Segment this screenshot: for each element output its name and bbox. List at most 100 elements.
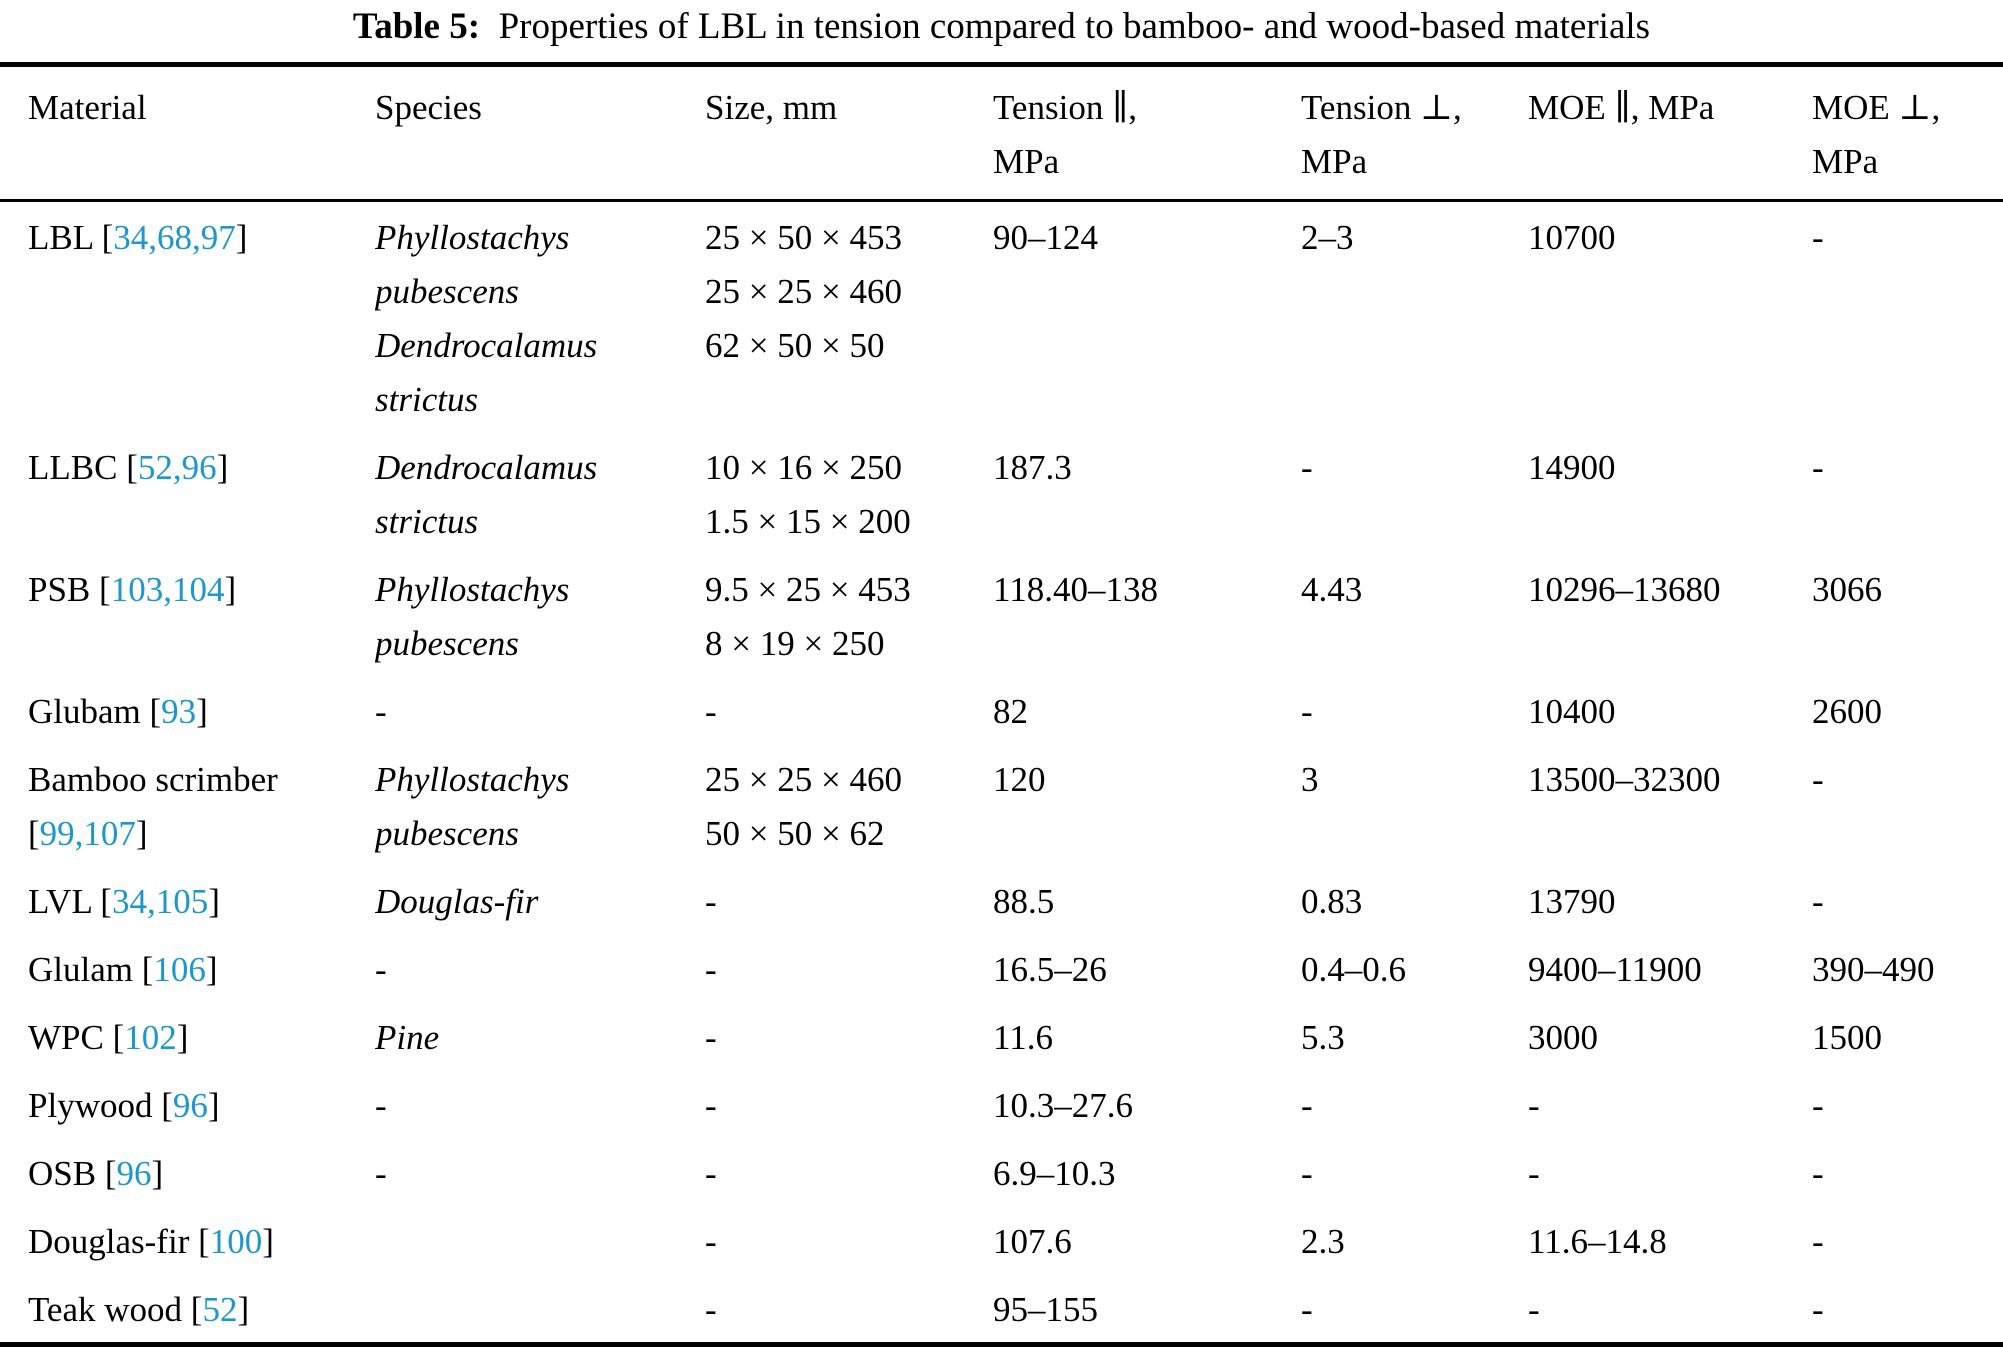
- cell-tension-perpendicular: -: [1301, 1290, 1313, 1329]
- citation-group: [34,105]: [100, 882, 220, 921]
- citation-bracket-open: [: [28, 814, 40, 853]
- cell-material: Teak wood [52]: [0, 1274, 375, 1345]
- cell-tension-parallel: 88.5: [993, 882, 1055, 921]
- cell-moe-parallel: -: [1528, 1154, 1540, 1193]
- cell-moe-parallel: -: [1528, 1086, 1540, 1125]
- cell-material: OSB [96]: [0, 1138, 375, 1206]
- citation-group: [106]: [142, 950, 218, 989]
- species-name: Phyllostachys pubescens: [375, 760, 570, 853]
- citation-link[interactable]: 34,68,97: [113, 218, 236, 257]
- species-name: Phyllostachys pubescens: [375, 570, 570, 663]
- cell-tension-parallel: 118.40–138: [993, 570, 1158, 609]
- properties-table: Material Species Size, mm Tension ∥, MPa…: [0, 62, 2003, 1347]
- cell-tension-parallel: 82: [993, 692, 1028, 731]
- citation-bracket-open: [: [161, 1086, 173, 1125]
- species-placeholder: -: [375, 692, 387, 731]
- table-row: LBL [34,68,97] Phyllostachys pubescens Den…: [0, 201, 2003, 433]
- citation-group: [96]: [105, 1154, 163, 1193]
- citation-link[interactable]: 96: [116, 1154, 152, 1193]
- cell-tension-perpendicular: -: [1301, 1086, 1313, 1125]
- col-header-tension-perpendicular: Tension ⊥, MPa: [1301, 64, 1528, 202]
- cell-moe-parallel: 10700: [1528, 218, 1616, 257]
- cell-size: -: [705, 676, 993, 744]
- table-row: OSB [96] - -6.9–10.3- - -: [0, 1138, 2003, 1206]
- material-name: LVL: [28, 882, 92, 921]
- citation-bracket-close: ]: [205, 950, 218, 989]
- table-body: LBL [34,68,97] Phyllostachys pubescens Den…: [0, 201, 2003, 1345]
- material-name: Glulam: [28, 950, 133, 989]
- cell-tension-perpendicular: 2.3: [1301, 1222, 1345, 1261]
- citation-link[interactable]: 96: [172, 1086, 208, 1125]
- citation-bracket-open: [: [198, 1222, 210, 1261]
- size-line: 8 × 19 × 250: [705, 624, 885, 663]
- species-placeholder: -: [375, 1086, 387, 1125]
- citation-group: [96]: [161, 1086, 219, 1125]
- cell-material: Glubam [93]: [0, 676, 375, 744]
- citation-link[interactable]: 52: [202, 1290, 238, 1329]
- cell-tension-parallel: 10.3–27.6: [993, 1086, 1133, 1125]
- cell-moe-perpendicular: -: [1812, 448, 1824, 487]
- citation-link[interactable]: 93: [161, 692, 197, 731]
- cell-moe-perpendicular: -: [1812, 1222, 1824, 1261]
- citation-link[interactable]: 106: [153, 950, 206, 989]
- table-row: PSB [103,104] Phyllostachys pubescens 9.5 …: [0, 554, 2003, 676]
- cell-material: WPC [102]: [0, 1002, 375, 1070]
- citation-link[interactable]: 102: [124, 1018, 177, 1057]
- table-row: Teak wood [52] - 95–155 - - -: [0, 1274, 2003, 1345]
- citation-link[interactable]: 52,96: [137, 448, 217, 487]
- citation-group: [52]: [191, 1290, 249, 1329]
- citation-bracket-close: ]: [235, 218, 248, 257]
- cell-tension-parallel: 90–124: [993, 218, 1098, 257]
- cell-tension-perpendicular: 5.3: [1301, 1018, 1345, 1057]
- size-line: 25 × 25 × 460: [705, 760, 902, 799]
- citation-bracket-close: ]: [237, 1290, 250, 1329]
- cell-tension-parallel: 120: [993, 760, 1046, 799]
- cell-moe-parallel: -: [1528, 1290, 1540, 1329]
- citation-link[interactable]: 34,105: [111, 882, 209, 921]
- species-name: Pine: [375, 1018, 440, 1057]
- cell-moe-parallel: 14900: [1528, 448, 1616, 487]
- cell-material: Bamboo scrimber [99,107]: [0, 744, 375, 866]
- size-line: 25 × 25 × 460: [705, 272, 902, 311]
- citation-bracket-close: ]: [207, 1086, 220, 1125]
- cell-moe-perpendicular: 3066: [1812, 570, 1882, 609]
- cell-tension-perpendicular: 0.4–0.6: [1301, 950, 1406, 989]
- cell-tension-parallel: 187.3: [993, 448, 1072, 487]
- cell-species: [375, 1206, 705, 1274]
- cell-size: 25 × 50 × 453 25 × 25 × 460 62 × 50 × 50: [705, 201, 993, 433]
- cell-moe-parallel: 10400: [1528, 692, 1616, 731]
- table-row: Bamboo scrimber [99,107] Phyllostachys pu…: [0, 744, 2003, 866]
- cell-tension-perpendicular: 0.83: [1301, 882, 1363, 921]
- citation-bracket-open: [: [101, 218, 114, 257]
- cell-moe-perpendicular: 2600: [1812, 692, 1882, 731]
- citation-group: [99,107]: [28, 814, 148, 853]
- citation-link[interactable]: 100: [209, 1222, 263, 1261]
- citation-bracket-open: [: [112, 1018, 125, 1057]
- cell-moe-parallel: 13790: [1528, 882, 1616, 921]
- cell-moe-perpendicular: -: [1812, 1290, 1824, 1329]
- size-line: 25 × 50 × 453: [705, 218, 902, 257]
- cell-size: 10 × 16 × 250 1.5 × 15 × 200: [705, 432, 993, 554]
- citation-bracket-open: [: [126, 448, 138, 487]
- citation-link[interactable]: 99,107: [39, 814, 136, 853]
- cell-species: -: [375, 676, 705, 744]
- citation-bracket-open: [: [190, 1290, 203, 1329]
- citation-group: [100]: [198, 1222, 274, 1261]
- species-name: Dendrocalamus strictus: [375, 448, 598, 541]
- material-name: Bamboo scrimber: [28, 760, 278, 799]
- size-line: -: [705, 1154, 717, 1193]
- cell-moe-perpendicular: 390–490: [1812, 950, 1935, 989]
- table-row: LLBC [52,96] Dendrocalamus strictus 10 × 1…: [0, 432, 2003, 554]
- cell-size: -: [705, 1206, 993, 1274]
- material-name: WPC: [28, 1018, 104, 1057]
- citation-group: [34,68,97]: [102, 218, 248, 257]
- cell-moe-perpendicular: -: [1812, 1086, 1824, 1125]
- table-row: LVL [34,105] Douglas-fir -88.5 0.83 13790-: [0, 866, 2003, 934]
- col-header-size: Size, mm: [705, 64, 993, 202]
- cell-tension-perpendicular: 2–3: [1301, 218, 1354, 257]
- size-line: -: [705, 1290, 717, 1329]
- citation-group: [103,104]: [99, 570, 236, 609]
- citation-link[interactable]: 103,104: [110, 570, 225, 609]
- cell-moe-parallel: 13500–32300: [1528, 760, 1721, 799]
